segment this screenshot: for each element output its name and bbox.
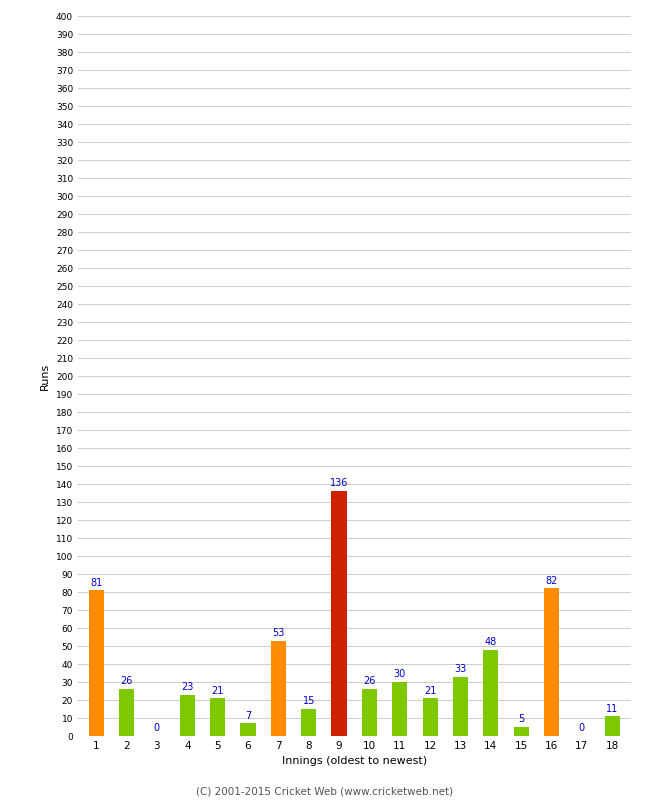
Text: 7: 7 [245,710,251,721]
Text: 48: 48 [485,637,497,647]
Bar [483,650,499,736]
Bar [514,727,529,736]
Text: 11: 11 [606,703,618,714]
Text: 21: 21 [211,686,224,695]
Bar [271,641,286,736]
Bar [119,690,134,736]
Text: 0: 0 [579,723,585,734]
Y-axis label: Runs: Runs [40,362,50,390]
Bar [362,690,377,736]
Bar [240,723,255,736]
Text: (C) 2001-2015 Cricket Web (www.cricketweb.net): (C) 2001-2015 Cricket Web (www.cricketwe… [196,786,454,796]
Text: 30: 30 [394,670,406,679]
X-axis label: Innings (oldest to newest): Innings (oldest to newest) [281,757,427,766]
Bar [88,590,104,736]
Text: 0: 0 [154,723,160,734]
Bar [332,491,346,736]
Bar [544,589,559,736]
Bar [422,698,437,736]
Text: 33: 33 [454,664,467,674]
Bar [301,709,317,736]
Text: 26: 26 [120,677,133,686]
Bar [392,682,408,736]
Text: 53: 53 [272,628,285,638]
Bar [604,716,620,736]
Text: 15: 15 [302,696,315,706]
Text: 5: 5 [518,714,525,724]
Bar [210,698,226,736]
Text: 81: 81 [90,578,102,587]
Bar [179,694,195,736]
Text: 82: 82 [545,576,558,586]
Bar [453,677,468,736]
Text: 23: 23 [181,682,194,692]
Text: 21: 21 [424,686,436,695]
Text: 26: 26 [363,677,376,686]
Text: 136: 136 [330,478,348,489]
